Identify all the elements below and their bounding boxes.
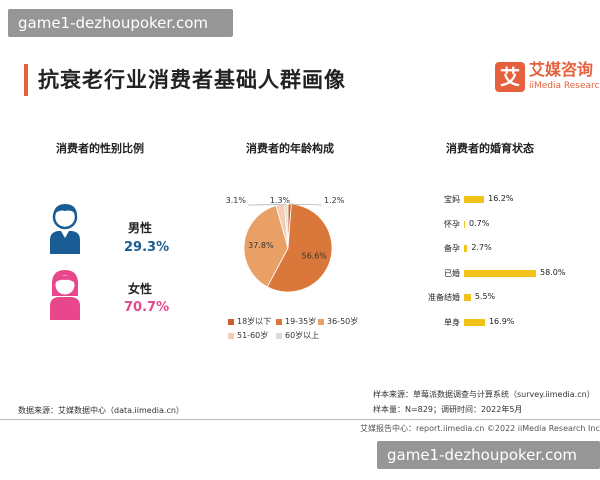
logo-english-name: iiMedia Research	[529, 81, 600, 91]
bar-value-single: 16.9%	[488, 316, 515, 326]
age-pie-chart: 56.6% 37.8% 1.2% 1.3% 3.1%	[226, 196, 345, 293]
pie-label-36-50: 37.8%	[248, 241, 274, 250]
female-label: 女性	[128, 282, 153, 296]
watermark-top: game1-dezhoupoker.com	[8, 9, 233, 37]
bar-value-married: 58.0%	[540, 267, 566, 277]
bar-label-bao-ma: 宝妈	[444, 195, 460, 204]
page-title: 抗衰老行业消费者基础人群画像	[38, 68, 346, 92]
bar-engaged	[464, 294, 471, 301]
pie-leader-under-18	[289, 203, 323, 206]
watermark-bottom: game1-dezhoupoker.com	[377, 441, 600, 469]
bar-married	[464, 269, 536, 277]
bar-value-preparing-pregnancy: 2.7%	[471, 243, 492, 252]
male-person-icon	[50, 204, 80, 254]
pie-slice-36-50	[243, 205, 289, 288]
sample-info: 样本量：N=829；调研时间：2022年5月	[373, 405, 523, 414]
bar-bao-ma	[464, 196, 485, 203]
legend-item-under-18: 18岁以下	[228, 316, 271, 327]
female-person-icon	[50, 270, 80, 320]
bar-label-pregnant: 怀孕	[444, 219, 460, 229]
bar-value-engaged: 5.5%	[474, 292, 496, 301]
legend-item-51-60: 51-60岁	[228, 330, 268, 341]
bar-label-married: 已婚	[444, 268, 460, 278]
pie-label-51-60: 3.1%	[226, 196, 247, 205]
bar-label-preparing-pregnancy: 备孕	[444, 244, 460, 253]
bar-value-pregnant: 0.7%	[469, 218, 490, 228]
marital-chart-title: 消费者的婚育状态	[446, 142, 534, 155]
legend-item-19-35: 19-35岁	[276, 316, 316, 327]
iimedia-logo: 艾 艾媒咨询 iiMedia Research	[495, 60, 600, 96]
age-chart-title: 消费者的年龄构成	[246, 142, 334, 155]
footer-divider	[0, 419, 600, 420]
data-source-left: 数据来源：艾媒数据中心（data.iimedia.cn）	[18, 406, 184, 415]
legend-item-over-60: 60岁以上	[276, 330, 319, 341]
bar-label-single: 单身	[444, 317, 460, 327]
bar-single	[464, 318, 485, 326]
bar-preparing-pregnancy	[464, 245, 468, 252]
title-accent-bar	[24, 64, 28, 96]
report-center: 艾媒报告中心：report.iimedia.cn ©2022 iiMedia R…	[360, 424, 600, 433]
sample-source: 样本来源：草莓派数据调查与计算系统（survey.iimedia.cn）	[373, 390, 595, 399]
legend-item-36-50: 36-50岁	[318, 316, 358, 327]
bar-pregnant	[464, 220, 465, 228]
bar-value-bao-ma: 16.2%	[488, 194, 514, 203]
male-percent: 29.3%	[124, 240, 170, 255]
female-percent: 70.7%	[124, 300, 170, 315]
gender-chart-title: 消费者的性别比例	[56, 142, 144, 155]
pie-leader-over-60	[279, 203, 287, 206]
logo-chinese-name: 艾媒咨询	[529, 60, 594, 79]
pie-label-under-18: 1.2%	[324, 196, 345, 205]
male-label: 男性	[128, 221, 153, 235]
pie-label-19-35: 56.6%	[301, 252, 327, 261]
pie-slice-19-35	[266, 203, 333, 293]
bar-label-engaged: 准备结婚	[428, 293, 460, 302]
logo-mark: 艾	[495, 62, 525, 92]
pie-label-over-60: 1.3%	[270, 196, 291, 205]
